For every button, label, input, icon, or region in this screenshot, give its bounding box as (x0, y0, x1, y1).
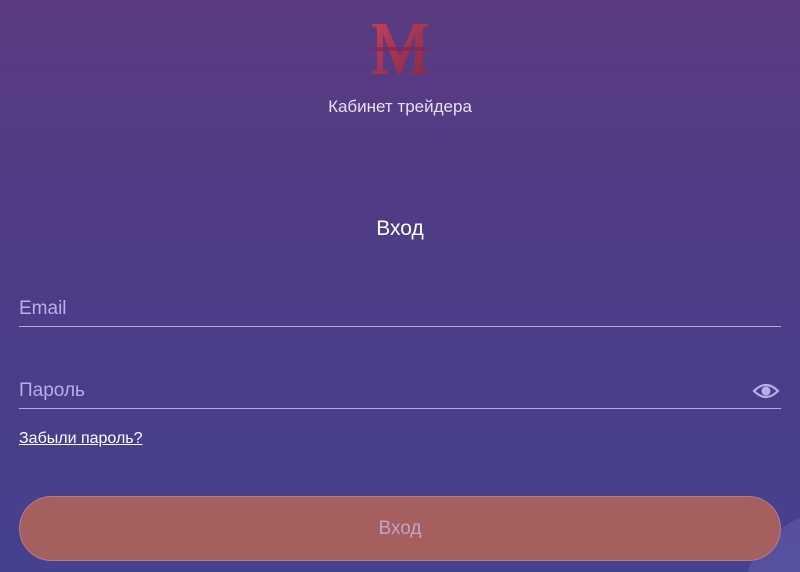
app-subtitle: Кабинет трейдера (328, 97, 472, 116)
forgot-password-link[interactable]: Забыли пароль? (19, 430, 143, 447)
logo (371, 24, 429, 74)
email-input[interactable] (19, 294, 739, 324)
login-button[interactable]: Вход (19, 496, 781, 561)
password-field-container (19, 376, 781, 409)
password-input[interactable] (19, 376, 739, 406)
eye-icon[interactable] (752, 380, 780, 402)
email-field-container (19, 294, 781, 327)
page-title: Вход (376, 217, 424, 240)
logo-m-shape (372, 24, 428, 74)
logo-lettering-band (371, 47, 429, 51)
